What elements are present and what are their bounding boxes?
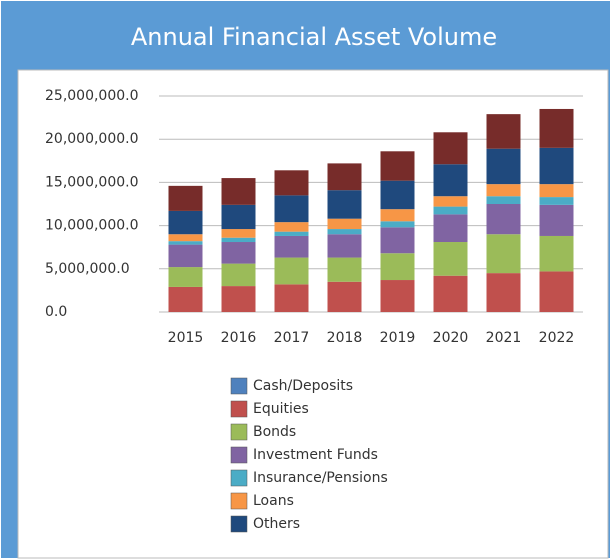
x-tick-label: 2018: [327, 330, 363, 346]
bar-segment: [221, 286, 256, 312]
legend-label: Others: [253, 516, 300, 532]
legend-label: Investment Funds: [253, 447, 378, 463]
bar-segment: [274, 222, 309, 232]
bar-segment: [486, 148, 521, 185]
bar-segment: [433, 242, 468, 276]
legend-label: Bonds: [253, 424, 296, 440]
bar-segment: [221, 242, 256, 264]
bar-segment: [327, 190, 362, 219]
x-tick-label: 2020: [433, 330, 469, 346]
bar-segment: [380, 180, 415, 210]
bar-segment: [221, 204, 256, 230]
bar-segment: [380, 253, 415, 281]
legend-swatch: [230, 515, 248, 533]
bar-segment: [274, 195, 309, 223]
bar-segment: [539, 235, 574, 272]
bar-segment: [486, 204, 521, 235]
bar-segment: [539, 108, 574, 148]
bar-segment: [433, 206, 468, 215]
legend-swatch: [230, 400, 248, 418]
legend-swatch: [230, 446, 248, 464]
bar-segment: [221, 263, 256, 287]
bar-segment: [433, 214, 468, 243]
legend-label: Cash/Deposits: [253, 378, 353, 394]
y-tick-label: 25,000,000.0: [45, 88, 139, 104]
bar-segment: [327, 229, 362, 235]
bar-segment: [168, 241, 203, 245]
legend-label: Insurance/Pensions: [253, 470, 388, 486]
bar-segment: [327, 281, 362, 312]
bar-segment: [274, 231, 309, 236]
x-tick-label: 2017: [274, 330, 310, 346]
bar-segment: [486, 234, 521, 274]
bar-segment: [380, 151, 415, 181]
bar-segment: [274, 257, 309, 285]
bar-segment: [433, 275, 468, 312]
bar-segment: [539, 184, 574, 198]
legend-swatch: [230, 377, 248, 395]
bar-segment: [433, 164, 468, 197]
bar-segment: [433, 132, 468, 165]
y-tick-label: 5,000,000.0: [45, 261, 130, 277]
bar-segment: [274, 170, 309, 196]
bar-segment: [380, 227, 415, 254]
bar-segment: [380, 280, 415, 312]
bar-segment: [486, 184, 521, 197]
x-tick-label: 2015: [168, 330, 204, 346]
y-tick-label: 0.0: [45, 304, 67, 320]
y-tick-label: 20,000,000.0: [45, 131, 139, 147]
bar-segment: [274, 284, 309, 312]
bar-segment: [168, 244, 203, 268]
bar-segment: [539, 271, 574, 312]
x-tick-label: 2016: [221, 330, 257, 346]
bar-segment: [486, 196, 521, 204]
y-tick-label: 10,000,000.0: [45, 218, 139, 234]
x-tick-label: 2021: [486, 330, 522, 346]
bar-segment: [539, 147, 574, 185]
bar-segment: [221, 237, 256, 243]
bar-segment: [168, 210, 203, 235]
bar-segment: [486, 273, 521, 312]
bar-segment: [274, 235, 309, 258]
bar-segment: [327, 257, 362, 282]
bar-segment: [539, 204, 574, 236]
bar-segment: [380, 209, 415, 222]
bar-segment: [168, 234, 203, 242]
bar-segment: [221, 178, 256, 205]
x-tick-label: 2019: [380, 330, 416, 346]
bar-segment: [539, 197, 574, 205]
legend-swatch: [230, 423, 248, 441]
y-tick-label: 15,000,000.0: [45, 174, 139, 190]
bar-segment: [327, 234, 362, 258]
bar-segment: [327, 218, 362, 230]
legend-swatch: [230, 469, 248, 487]
bar-segment: [168, 267, 203, 287]
legend-swatch: [230, 492, 248, 510]
bar-segment: [380, 221, 415, 228]
chart-title: Annual Financial Asset Volume: [131, 23, 497, 51]
bar-segment: [433, 196, 468, 207]
legend-label: Loans: [253, 493, 294, 509]
bar-segment: [327, 163, 362, 191]
legend-label: Equities: [253, 401, 309, 417]
bar-segment: [168, 286, 203, 312]
bar-segment: [221, 229, 256, 238]
bar-segment: [168, 185, 203, 211]
bar-segment: [486, 114, 521, 149]
x-tick-label: 2022: [539, 330, 575, 346]
